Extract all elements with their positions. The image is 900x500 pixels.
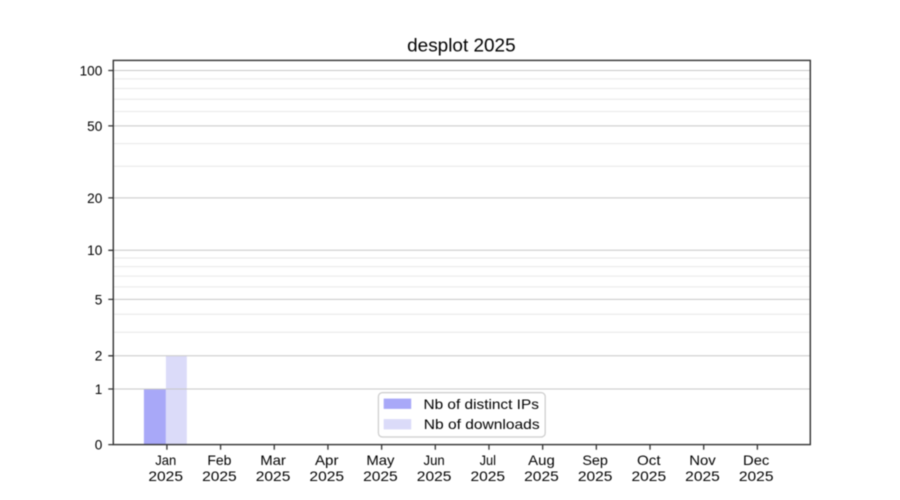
svg-text:Jun: Jun <box>424 453 445 468</box>
svg-text:2025: 2025 <box>363 469 398 484</box>
svg-text:2025: 2025 <box>256 469 291 484</box>
svg-text:2025: 2025 <box>470 469 505 484</box>
svg-text:Jan: Jan <box>155 453 176 468</box>
svg-text:Apr: Apr <box>315 453 339 468</box>
svg-text:Nb of distinct IPs: Nb of distinct IPs <box>424 397 540 412</box>
svg-text:2025: 2025 <box>685 469 720 484</box>
svg-text:Mar: Mar <box>260 453 286 468</box>
svg-text:Oct: Oct <box>637 453 661 468</box>
svg-text:50: 50 <box>87 119 103 134</box>
svg-text:Nov: Nov <box>689 453 716 468</box>
svg-text:1: 1 <box>95 382 103 397</box>
svg-text:2025: 2025 <box>148 469 183 484</box>
svg-text:0: 0 <box>95 438 103 453</box>
svg-text:2025: 2025 <box>578 469 613 484</box>
svg-text:Sep: Sep <box>582 453 608 468</box>
svg-text:desplot 2025: desplot 2025 <box>407 35 516 55</box>
svg-text:May: May <box>366 453 394 468</box>
svg-text:Aug: Aug <box>528 453 555 468</box>
svg-text:Jul: Jul <box>480 453 496 468</box>
svg-text:2025: 2025 <box>739 469 774 484</box>
svg-text:2025: 2025 <box>417 469 452 484</box>
svg-text:2025: 2025 <box>202 469 237 484</box>
svg-text:Dec: Dec <box>743 453 770 468</box>
svg-text:2: 2 <box>95 349 103 364</box>
svg-text:10: 10 <box>87 243 103 258</box>
svg-text:Nb of downloads: Nb of downloads <box>424 417 540 432</box>
svg-text:2025: 2025 <box>524 469 559 484</box>
svg-text:2025: 2025 <box>632 469 667 484</box>
svg-text:20: 20 <box>87 191 103 206</box>
svg-text:100: 100 <box>80 63 103 78</box>
svg-text:5: 5 <box>95 292 103 307</box>
svg-text:2025: 2025 <box>309 469 344 484</box>
svg-text:Feb: Feb <box>207 453 231 468</box>
